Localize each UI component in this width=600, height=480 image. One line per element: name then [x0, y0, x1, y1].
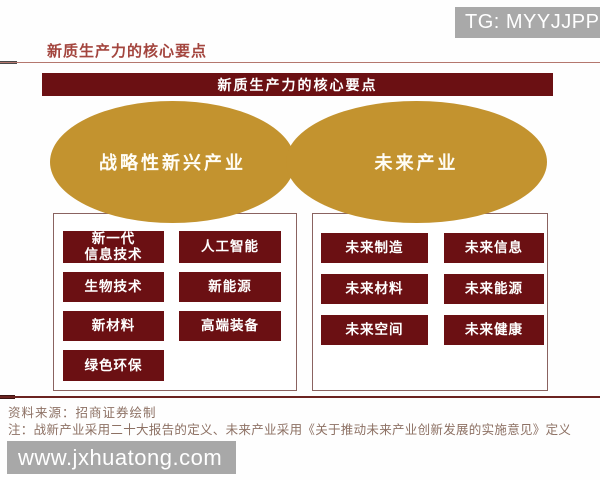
industry-box: 新能源: [179, 272, 281, 302]
industry-box: 未来空间: [321, 315, 428, 345]
section-banner: 新质生产力的核心要点: [42, 73, 553, 96]
industry-box: 未来能源: [444, 274, 544, 304]
industry-box: 绿色环保: [63, 350, 164, 381]
tg-contact-badge: TG: MYYJJPP: [455, 7, 600, 38]
industry-box: 人工智能: [179, 231, 281, 263]
footer-divider: [0, 396, 600, 398]
industry-box: 未来材料: [321, 274, 428, 304]
ellipse-label: 战略性新兴产业: [99, 153, 246, 173]
definition-note: 注：战新产业采用二十大报告的定义、未来产业采用《关于推动未来产业创新发展的实施意…: [8, 423, 572, 437]
industry-box: 未来健康: [444, 315, 544, 345]
ellipse-future-industries: 未来产业: [286, 101, 547, 223]
ellipse-label: 未来产业: [374, 153, 459, 173]
section-banner-title: 新质生产力的核心要点: [217, 76, 378, 93]
panel-future-industries: 未来制造 未来信息 未来材料 未来能源 未来空间 未来健康: [312, 213, 548, 391]
header-underline: [0, 62, 600, 63]
industry-box: 未来信息: [444, 233, 544, 263]
industry-box: 生物技术: [63, 272, 164, 302]
industry-box: 未来制造: [321, 233, 428, 263]
ellipse-strategic-industries: 战略性新兴产业: [50, 101, 295, 223]
page-title: 新质生产力的核心要点: [47, 43, 208, 60]
industry-box: 新材料: [63, 311, 164, 341]
industry-box: 高端装备: [179, 311, 281, 341]
watermark-badge: www.jxhuatong.com: [7, 441, 237, 474]
source-note: 资料来源：招商证券绘制: [8, 406, 157, 420]
panel-strategic-industries: 新一代 信息技术 人工智能 生物技术 新能源 新材料 高端装备 绿色环保: [53, 213, 297, 391]
industry-box: 新一代 信息技术: [63, 231, 164, 263]
